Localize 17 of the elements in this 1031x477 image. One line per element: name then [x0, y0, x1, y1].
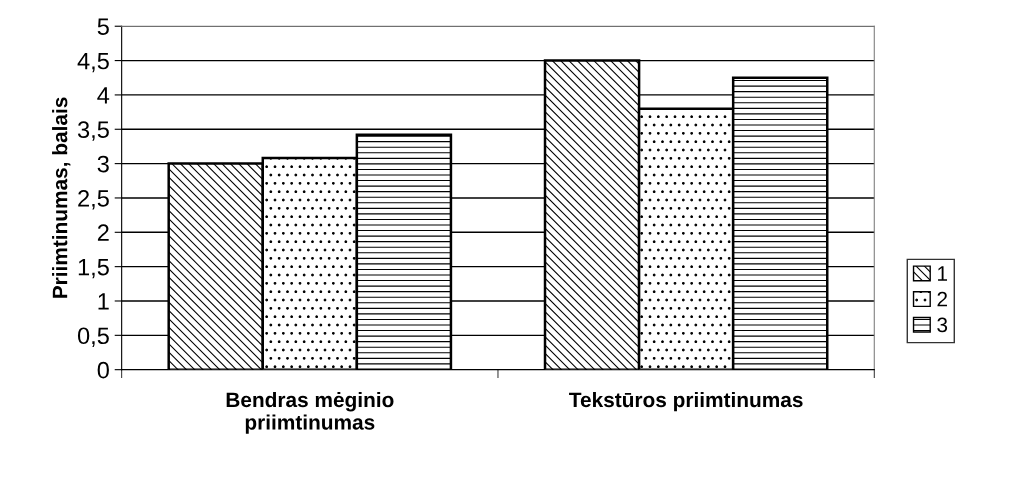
y-tick-label: 0,5 [77, 327, 109, 347]
y-tick-label: 1,5 [78, 258, 109, 279]
x-tick-label: Tekstūros priimtinumas [569, 391, 803, 412]
legend-label: 2 [937, 291, 947, 307]
y-tick-label: 3,5 [77, 121, 109, 141]
y-axis-title: Priimtinumas, balais [52, 97, 71, 298]
y-tick-label: 4 [97, 87, 110, 104]
y-tick-label: 2 [97, 224, 109, 241]
y-tick-label: 3 [97, 155, 109, 173]
y-tick-label: 0 [97, 361, 109, 379]
y-tick-label: 2,5 [78, 190, 109, 210]
y-tick-label: 1 [98, 293, 109, 310]
legend-label: 1 [938, 266, 948, 281]
y-tick-label: 5 [97, 18, 109, 36]
x-tick-label: Bendras mėginio priimtinumas [226, 391, 394, 434]
legend-label: 3 [937, 317, 948, 333]
y-tick-label: 4,5 [77, 52, 109, 73]
